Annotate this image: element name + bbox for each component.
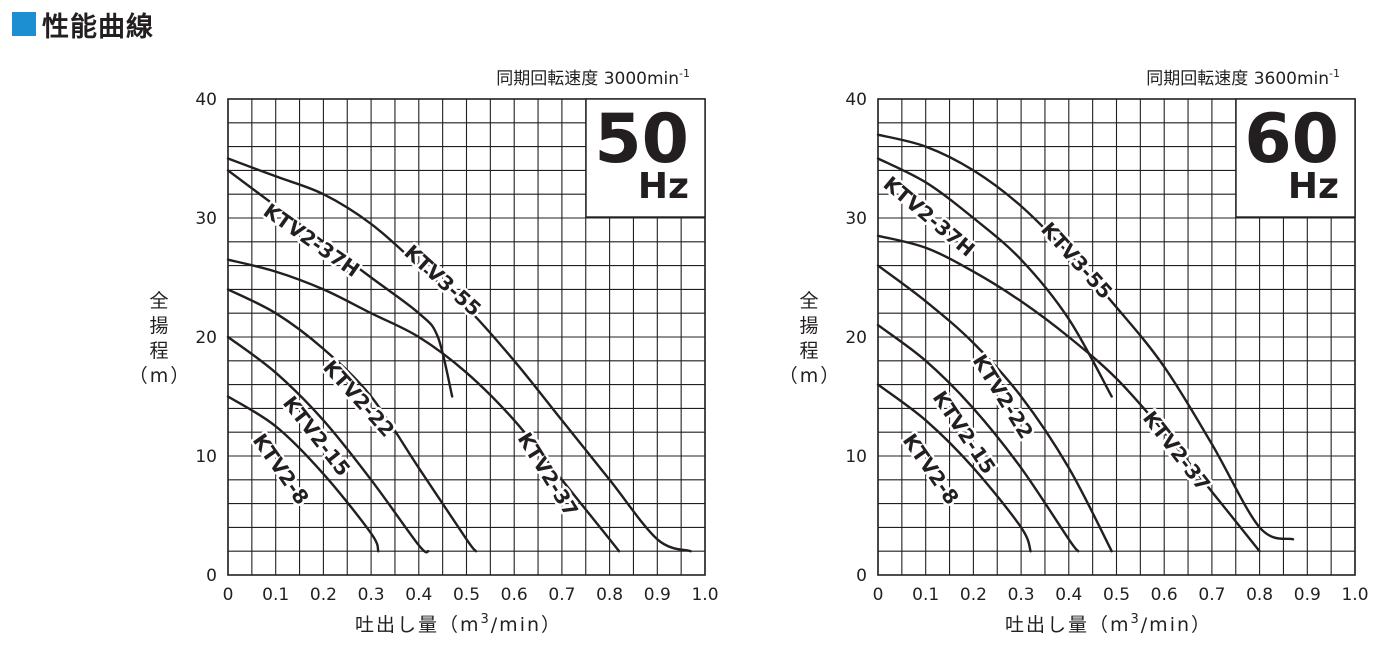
curve-ktv2-37 xyxy=(226,258,621,553)
y-axis-title-char: 揚 xyxy=(149,315,170,337)
grid xyxy=(227,98,706,576)
curve-label-ktv2-22: KTV2-22 xyxy=(968,350,1039,443)
y-axis-title-char: （m） xyxy=(779,365,842,387)
series-curves xyxy=(876,133,1295,553)
x-tick-label: 0.6 xyxy=(501,585,528,605)
frequency-badge-box xyxy=(1235,98,1356,218)
frequency-unit: Hz xyxy=(1288,166,1339,207)
series-curves xyxy=(226,157,692,554)
x-tick-label: 0.7 xyxy=(1198,585,1225,605)
y-tick-label: 30 xyxy=(195,209,217,229)
frequency-value: 60 xyxy=(1244,100,1339,179)
curve-label-ktv2-37: KTV2-37 xyxy=(1138,406,1215,495)
x-tick-label: 0.4 xyxy=(405,585,432,605)
y-tick-label: 40 xyxy=(195,90,217,110)
x-axis-title: 吐出し量（m3/min） xyxy=(1005,612,1212,636)
x-tick-label: 0.1 xyxy=(912,585,939,605)
y-axis-title: 全揚程 （m） xyxy=(779,290,842,387)
curve-label-ktv2-37h: KTV2-37H xyxy=(259,198,364,282)
y-axis-title-char: （m） xyxy=(129,365,192,387)
x-tick-label: 0 xyxy=(873,585,884,605)
x-tick-label: 0.9 xyxy=(1294,585,1321,605)
curve-ktv2-37h xyxy=(876,157,1113,398)
curve-label-ktv2-8: KTV2-8 xyxy=(248,429,314,509)
curve-ktv2-37 xyxy=(876,234,1261,553)
y-tick-label: 20 xyxy=(845,328,867,348)
curve-label-ktv2-8: KTV2-8 xyxy=(898,429,964,509)
frequency-badge-box xyxy=(585,98,706,218)
x-tick-label: 0.4 xyxy=(1055,585,1082,605)
y-tick-label: 30 xyxy=(845,209,867,229)
curve-ktv2-37h xyxy=(226,169,454,398)
performance-chart-60hz: 0 0.1 0.2 0.3 0.4 0.5 0.6 0.7 0.8 0.9 1.0 0 10 20 30 40… xyxy=(779,67,1369,636)
curve-ktv2-15 xyxy=(226,335,430,554)
y-tick-label: 0 xyxy=(856,566,867,586)
x-tick-label: 0.7 xyxy=(548,585,575,605)
curve-labels: KTV2-8KTV2-15KTV2-22KTV2-37HKTV2-37KTV3-… xyxy=(245,196,585,523)
frequency-value: 50 xyxy=(594,100,689,179)
plot-frame xyxy=(877,98,1356,576)
x-tick-label: 1.0 xyxy=(1341,585,1368,605)
x-tick-label: 0.5 xyxy=(1103,585,1130,605)
y-tick-label: 20 xyxy=(195,328,217,348)
curve-ktv2-15 xyxy=(876,323,1080,553)
rotation-speed-label: 同期回転速度 3600min-1 xyxy=(1146,67,1340,89)
section-title: 性能曲線 xyxy=(12,4,154,44)
y-axis-title-char: 程 xyxy=(149,340,170,362)
y-axis-title-char: 揚 xyxy=(799,315,820,337)
x-tick-label: 0.6 xyxy=(1151,585,1178,605)
x-tick-label: 0.3 xyxy=(358,585,385,605)
frequency-unit: Hz xyxy=(638,166,689,207)
y-tick-label: 10 xyxy=(845,447,867,467)
x-tick-label: 0.8 xyxy=(1246,585,1273,605)
y-axis-title-char: 全 xyxy=(799,290,820,312)
curve-ktv2-22 xyxy=(876,264,1113,553)
x-axis-title: 吐出し量（m3/min） xyxy=(355,612,562,636)
x-tick-label: 0.9 xyxy=(644,585,671,605)
y-tick-label: 0 xyxy=(206,566,217,586)
y-tick-label: 10 xyxy=(195,447,217,467)
x-tick-label: 0.3 xyxy=(1008,585,1035,605)
x-tick-label: 0.2 xyxy=(310,585,337,605)
curve-label-ktv2-37: KTV2-37 xyxy=(513,428,584,521)
y-tick-label: 40 xyxy=(845,90,867,110)
curve-ktv3-55 xyxy=(226,157,692,553)
x-tick-label: 0.5 xyxy=(453,585,480,605)
y-axis-title: 全揚程 （m） xyxy=(129,290,192,387)
curve-labels: KTV2-8KTV2-15KTV2-22KTV2-37HKTV2-37KTV3-… xyxy=(876,169,1217,512)
page-title: 性能曲線 xyxy=(42,11,154,43)
curve-ktv3-55 xyxy=(876,133,1295,541)
performance-chart-50hz: 0 0.1 0.2 0.3 0.4 0.5 0.6 0.7 0.8 0.9 1.0 0 10 20 30 40… xyxy=(129,67,719,636)
x-tick-label: 0.2 xyxy=(960,585,987,605)
x-tick-label: 1.0 xyxy=(691,585,718,605)
y-axis-title-char: 全 xyxy=(149,290,170,312)
rotation-speed-label: 同期回転速度 3000min-1 xyxy=(496,67,690,89)
x-tick-label: 0.8 xyxy=(596,585,623,605)
y-axis-title-char: 程 xyxy=(799,340,820,362)
x-tick-label: 0 xyxy=(223,585,234,605)
x-tick-label: 0.1 xyxy=(262,585,289,605)
title-marker-icon xyxy=(12,12,36,36)
curve-ktv2-8 xyxy=(226,395,380,553)
curve-ktv2-22 xyxy=(226,288,478,553)
curve-ktv2-8 xyxy=(876,383,1032,553)
